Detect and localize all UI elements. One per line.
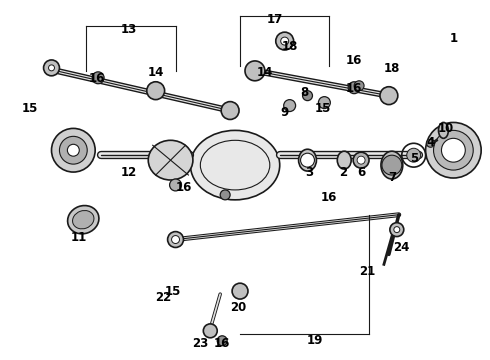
Text: 14: 14 <box>147 66 164 79</box>
Circle shape <box>232 283 248 299</box>
Circle shape <box>426 122 481 178</box>
Text: 18: 18 <box>384 62 400 75</box>
Text: 17: 17 <box>267 13 283 26</box>
Circle shape <box>220 190 230 200</box>
Text: 15: 15 <box>314 102 331 115</box>
Text: 9: 9 <box>281 106 289 119</box>
Circle shape <box>92 72 104 84</box>
Circle shape <box>68 144 79 156</box>
Circle shape <box>394 227 400 233</box>
Circle shape <box>407 148 420 162</box>
Text: 16: 16 <box>346 54 362 67</box>
Circle shape <box>172 235 179 243</box>
Circle shape <box>300 153 315 167</box>
Text: 8: 8 <box>300 86 309 99</box>
Circle shape <box>168 231 183 247</box>
Ellipse shape <box>381 151 403 179</box>
Text: 11: 11 <box>71 231 87 244</box>
Circle shape <box>245 61 265 81</box>
Text: 18: 18 <box>281 40 298 53</box>
Circle shape <box>51 129 95 172</box>
Text: 16: 16 <box>346 82 362 95</box>
Text: 14: 14 <box>257 66 273 79</box>
Ellipse shape <box>73 211 94 229</box>
Text: 15: 15 <box>22 102 38 115</box>
Ellipse shape <box>148 140 193 180</box>
Circle shape <box>357 156 365 164</box>
Text: 4: 4 <box>426 136 435 149</box>
Ellipse shape <box>337 151 351 169</box>
Ellipse shape <box>191 130 280 200</box>
Text: 22: 22 <box>155 291 172 303</box>
Text: 24: 24 <box>393 241 410 254</box>
Ellipse shape <box>439 122 448 138</box>
Text: 3: 3 <box>305 166 314 179</box>
Circle shape <box>380 87 398 105</box>
Circle shape <box>281 37 289 45</box>
Text: 10: 10 <box>437 122 454 135</box>
Circle shape <box>434 130 473 170</box>
Text: 21: 21 <box>359 265 375 278</box>
Circle shape <box>348 82 360 94</box>
Ellipse shape <box>68 206 99 234</box>
Circle shape <box>203 324 217 338</box>
Circle shape <box>44 60 59 76</box>
Circle shape <box>354 81 364 91</box>
Text: 19: 19 <box>306 334 322 347</box>
Circle shape <box>284 100 295 112</box>
Text: 13: 13 <box>121 23 137 36</box>
Text: 2: 2 <box>339 166 347 179</box>
Text: 12: 12 <box>121 166 137 179</box>
Circle shape <box>147 82 165 100</box>
Text: 5: 5 <box>410 152 418 165</box>
Text: 6: 6 <box>357 166 365 179</box>
Circle shape <box>302 91 313 100</box>
Circle shape <box>427 139 435 147</box>
Circle shape <box>382 155 402 175</box>
Circle shape <box>170 179 181 191</box>
Text: 7: 7 <box>388 171 396 184</box>
Circle shape <box>49 65 54 71</box>
Circle shape <box>276 32 294 50</box>
Circle shape <box>59 136 87 164</box>
Text: 16: 16 <box>175 181 192 194</box>
Text: 16: 16 <box>214 337 230 350</box>
Circle shape <box>217 336 227 346</box>
Circle shape <box>221 102 239 120</box>
Text: 16: 16 <box>321 192 338 204</box>
Circle shape <box>441 138 466 162</box>
Text: 1: 1 <box>449 32 458 45</box>
Ellipse shape <box>298 149 317 171</box>
Text: 20: 20 <box>230 301 246 314</box>
Text: 23: 23 <box>192 337 208 350</box>
Circle shape <box>318 96 330 109</box>
Text: 16: 16 <box>89 72 105 85</box>
Circle shape <box>390 223 404 237</box>
Text: 15: 15 <box>164 285 181 298</box>
Circle shape <box>353 152 369 168</box>
